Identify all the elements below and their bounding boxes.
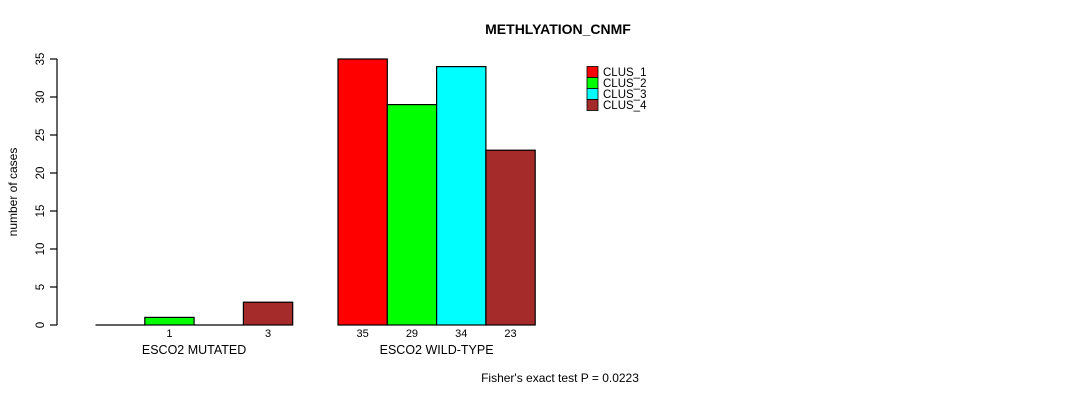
- bar-value-label: 35: [357, 328, 369, 340]
- y-tick-label: 20: [35, 167, 47, 180]
- bar-value-label: 3: [265, 328, 271, 340]
- legend-label-clus_1: CLUS_1: [603, 67, 646, 79]
- legend-swatch-clus_3: [586, 88, 599, 100]
- legend-label-clus_4: CLUS_4: [603, 100, 647, 112]
- y-axis-label: number of cases: [6, 148, 20, 237]
- bar-value-label: 34: [455, 328, 467, 340]
- legend-swatch-clus_2: [586, 77, 599, 89]
- bar-clus_4: [242, 301, 294, 326]
- legend-label-clus_2: CLUS_2: [603, 78, 646, 90]
- bar-value-label: 23: [504, 328, 516, 340]
- bar-clus_1: [337, 58, 388, 326]
- legend-swatch-clus_1: [586, 66, 599, 78]
- group-label-2: ESCO2 WILD-TYPE: [380, 343, 494, 357]
- legend-swatch-clus_4: [586, 99, 599, 111]
- legend-label-clus_3: CLUS_3: [603, 89, 646, 101]
- y-tick-label: 10: [35, 243, 47, 256]
- bar-value-label: 1: [166, 328, 172, 340]
- y-tick-label: 15: [35, 205, 47, 218]
- bar-clus_4: [485, 149, 536, 326]
- y-tick-label: 35: [35, 53, 47, 66]
- group-label-1: ESCO2 MUTATED: [142, 343, 246, 357]
- chart-title: METHLYATION_CNMF: [485, 21, 631, 37]
- chart-plot-area: 0 5 10 15 20 25 30 35 1 3 ESCO2 MUTATED 35 29 34 23 ESC…: [35, 53, 647, 357]
- y-tick-label: 30: [35, 91, 47, 104]
- bar-clus_2: [144, 316, 195, 326]
- bar-clus_2: [386, 103, 438, 326]
- bar-clus_3: [436, 65, 487, 326]
- y-tick-label: 25: [35, 129, 47, 142]
- y-tick-label: 0: [35, 322, 47, 328]
- bar-value-label: 29: [406, 328, 418, 340]
- footnote-fisher-test: Fisher's exact test P = 0.0223: [481, 371, 639, 385]
- y-tick-label: 5: [35, 284, 47, 290]
